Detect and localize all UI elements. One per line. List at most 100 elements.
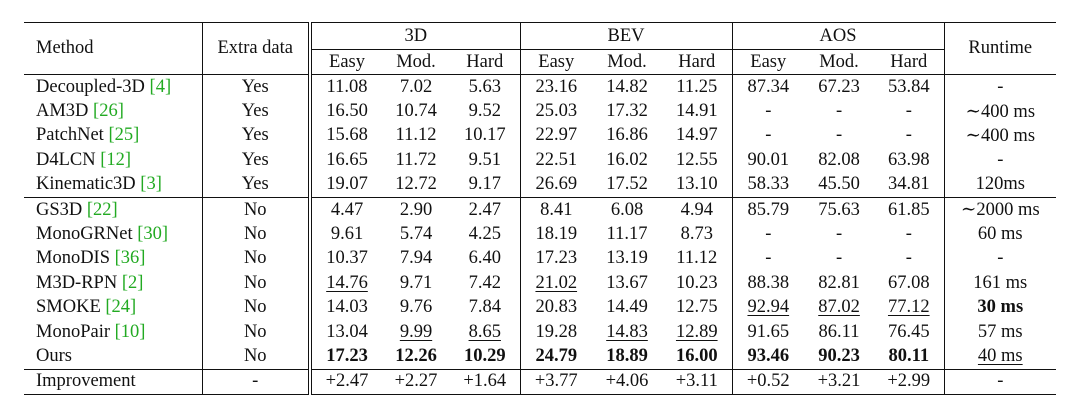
- value-text: 14.82: [606, 76, 648, 97]
- value-text: 10.37: [326, 248, 368, 269]
- value-text: 77.12: [887, 297, 930, 318]
- extra-data-cell: No: [202, 196, 312, 223]
- method-name: Decoupled-3D: [36, 76, 150, 97]
- value-cell: 11.25: [662, 74, 733, 100]
- value-text: -: [765, 125, 772, 146]
- table-row: GS3D [22] No 4.47 2.90 2.47 8.41 6.08 4.94 85.79…: [24, 196, 1057, 223]
- header-extra-data: Extra data: [202, 22, 312, 75]
- value-text: 9.52: [468, 101, 501, 122]
- value-text: -: [905, 224, 912, 245]
- value-text: 22.51: [535, 149, 578, 170]
- value-cell: 12.89: [662, 319, 733, 345]
- value-text: 12.72: [395, 174, 437, 195]
- runtime-text: 57 ms: [977, 321, 1023, 342]
- value-text: 10.29: [463, 345, 506, 366]
- value-text: 9.76: [399, 297, 433, 318]
- value-text: 18.19: [535, 224, 578, 245]
- value-text: 12.55: [675, 149, 718, 170]
- value-text: 6.40: [468, 248, 501, 269]
- citation-link[interactable]: [12]: [100, 149, 132, 170]
- value-text: 14.91: [675, 101, 718, 122]
- value-cell: 14.91: [662, 99, 733, 124]
- value-cell: 77.12: [874, 295, 945, 320]
- value-cell: 7.94: [382, 247, 450, 271]
- table-row: PatchNet [25] Yes 15.68 11.12 10.17 22.97 16.8…: [24, 123, 1056, 149]
- value-text: 7.84: [468, 297, 501, 318]
- value-text: -: [905, 125, 912, 146]
- value-text: 8.65: [468, 321, 501, 342]
- value-text: 11.12: [676, 248, 718, 269]
- value-text: 34.81: [887, 174, 930, 195]
- method-name: M3D-RPN: [36, 272, 122, 293]
- citation-link[interactable]: [24]: [105, 297, 137, 318]
- value-text: 85.79: [747, 199, 790, 220]
- value-cell: 5.74: [382, 222, 450, 246]
- value-cell: 19.28: [520, 320, 592, 344]
- value-text: 16.02: [606, 149, 648, 170]
- value-cell: 9.76: [382, 296, 450, 320]
- value-cell: 22.51: [520, 148, 592, 172]
- value-text: 7.02: [399, 76, 433, 97]
- value-text: 15.68: [326, 125, 368, 146]
- value-cell: 85.79: [732, 196, 805, 223]
- extra-data-cell: Yes: [202, 172, 312, 198]
- header-row-2: Easy Mod. Hard Easy Mod. Hard Easy Mod. …: [24, 49, 1056, 75]
- citation-link[interactable]: [3]: [140, 174, 162, 195]
- value-cell: 21.02: [520, 271, 592, 295]
- value-text: 26.69: [535, 174, 578, 195]
- value-text: 5.74: [399, 224, 433, 245]
- value-text: 11.08: [326, 76, 368, 97]
- runtime-cell: 120ms: [944, 173, 1056, 198]
- citation-link[interactable]: [2]: [121, 272, 144, 293]
- value-cell: 53.84: [874, 74, 945, 100]
- method-cell: Decoupled-3D [4]: [24, 74, 203, 100]
- citation-link[interactable]: [22]: [86, 199, 118, 220]
- value-text: 2.90: [399, 199, 433, 220]
- citation-link[interactable]: [30]: [137, 224, 169, 245]
- value-text: 14.03: [326, 297, 368, 318]
- value-cell: -: [874, 123, 945, 149]
- citation-link[interactable]: [25]: [108, 125, 140, 146]
- value-cell: 18.19: [520, 222, 592, 246]
- value-cell: 93.46: [732, 344, 805, 370]
- value-cell: 82.81: [804, 271, 874, 295]
- extra-data-cell: No: [202, 319, 312, 345]
- method-name: AM3D: [36, 101, 94, 122]
- method-cell: M3D-RPN [2]: [24, 271, 203, 296]
- citation-link[interactable]: [26]: [93, 101, 124, 122]
- table-row: D4LCN [12] Yes 16.65 11.72 9.51 22.51 16.02 12.…: [24, 148, 1056, 173]
- extra-data-cell: Yes: [202, 123, 312, 149]
- value-cell: 13.04: [310, 320, 382, 344]
- value-text: 82.81: [818, 272, 860, 293]
- method-name: D4LCN: [36, 149, 101, 170]
- value-text: -: [835, 125, 843, 146]
- value-cell: 11.08: [310, 75, 382, 100]
- value-text: 17.23: [326, 345, 368, 366]
- value-text: 4.25: [468, 224, 501, 245]
- citation-link[interactable]: [36]: [114, 248, 146, 269]
- value-cell: 8.73: [662, 222, 733, 247]
- citation-link[interactable]: [10]: [114, 321, 146, 342]
- value-cell: 9.61: [310, 222, 382, 246]
- citation-link[interactable]: [4]: [149, 76, 172, 97]
- value-text: 17.52: [606, 174, 648, 195]
- value-cell: 11.12: [662, 246, 733, 272]
- value-cell: 20.83: [520, 296, 592, 320]
- value-cell: 63.98: [874, 148, 945, 173]
- value-cell: 17.23: [310, 344, 382, 370]
- value-cell: 10.29: [450, 344, 521, 370]
- runtime-cell: -: [944, 148, 1056, 172]
- value-text: 58.33: [747, 174, 790, 195]
- value-text: -: [765, 248, 772, 269]
- value-text: 12.75: [675, 297, 718, 318]
- value-text: 16.00: [675, 345, 718, 366]
- method-cell: D4LCN [12]: [24, 148, 203, 173]
- value-cell: -: [874, 222, 945, 247]
- method-name: GS3D: [36, 199, 87, 220]
- header-group-3d: 3D: [310, 22, 521, 50]
- value-text: 16.65: [326, 149, 368, 170]
- subcol-aos-hard: Hard: [874, 49, 945, 75]
- subcol-bev-mod: Mod.: [592, 49, 662, 75]
- value-cell: 6.40: [450, 246, 521, 272]
- value-cell: 14.83: [592, 320, 662, 344]
